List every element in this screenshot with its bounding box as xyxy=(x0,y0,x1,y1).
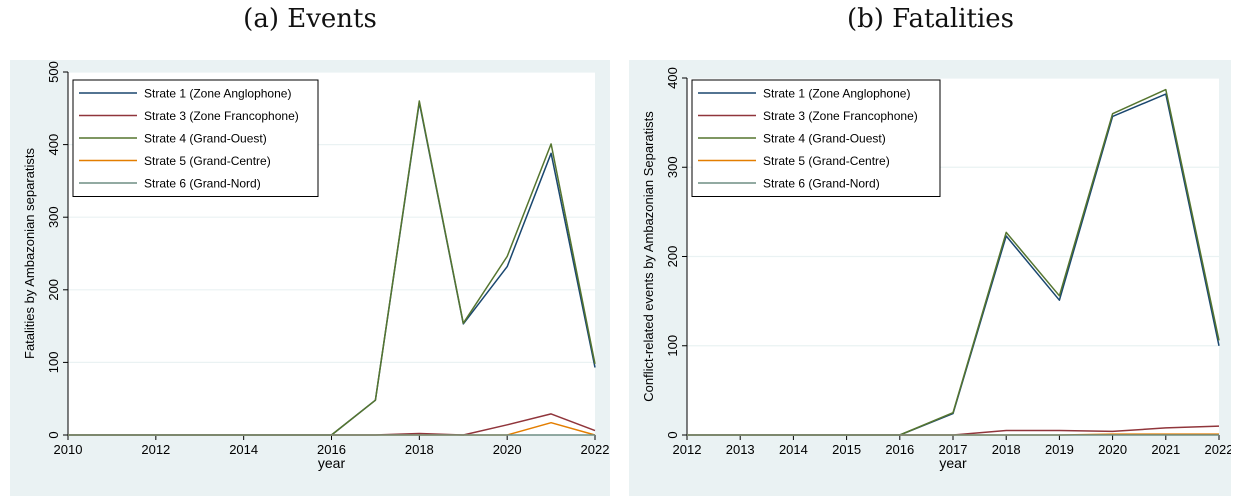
events-x-tick-label: 2012 xyxy=(141,442,170,457)
events-x-tick-label: 2010 xyxy=(54,442,83,457)
fatalities-y-tick-label: 0 xyxy=(665,431,680,438)
chart-b-caption: (b) Fatalities xyxy=(846,4,1015,34)
fatalities-x-tick-label: 2014 xyxy=(779,442,808,457)
fatalities-x-axis-title: year xyxy=(939,455,967,471)
events-chart: 0 100 200 300 400 500 2010 2012 2014 2016 2018 2020… xyxy=(10,60,610,496)
fatalities-y-tick-label: 200 xyxy=(665,246,680,268)
fatalities-legend-label-strate-5-grand-centre: Strate 5 (Grand-Centre) xyxy=(763,154,890,168)
fatalities-y-tick-label: 100 xyxy=(665,335,680,357)
events-x-tick-label: 2016 xyxy=(317,442,346,457)
fatalities-legend: Strate 1 (Zone Anglophone) Strate 3 (Zone… xyxy=(691,79,941,197)
fatalities-x-tick-label: 2018 xyxy=(992,442,1021,457)
chart-a-caption: (a) Events xyxy=(243,4,377,34)
events-legend: Strate 1 (Zone Anglophone) Strate 3 (Zone… xyxy=(72,79,319,197)
fatalities-x-tick-label: 2019 xyxy=(1045,442,1074,457)
fatalities-x-tick-label: 2013 xyxy=(726,442,755,457)
events-legend-label-strate-4-grand-ouest: Strate 4 (Grand-Ouest) xyxy=(144,132,267,146)
fatalities-x-tick-label: 2016 xyxy=(885,442,914,457)
fatalities-legend-label-strate-6-grand-nord: Strate 6 (Grand-Nord) xyxy=(763,177,880,191)
fatalities-legend-label-strate-1-zone-anglophone: Strate 1 (Zone Anglophone) xyxy=(763,87,910,101)
fatalities-y-tick-label: 300 xyxy=(665,156,680,178)
events-x-tick-label: 2022 xyxy=(581,442,610,457)
events-x-tick-label: 2018 xyxy=(405,442,434,457)
fatalities-y-axis-title: Conflict-related events by Ambazonian Se… xyxy=(641,111,656,402)
events-y-axis-title: Fatalities by Ambazonian separatists xyxy=(22,148,37,359)
events-y-tick-label: 100 xyxy=(46,352,61,374)
events-y-tick-label: 0 xyxy=(46,431,61,438)
fatalities-x-tick-label: 2015 xyxy=(832,442,861,457)
events-y-tick-label: 300 xyxy=(46,206,61,228)
events-legend-label-strate-5-grand-centre: Strate 5 (Grand-Centre) xyxy=(144,154,271,168)
events-legend-label-strate-1-zone-anglophone: Strate 1 (Zone Anglophone) xyxy=(144,87,291,101)
events-x-axis-title: year xyxy=(318,455,346,471)
fatalities-x-tick-label: 2022 xyxy=(1205,442,1231,457)
fatalities-x-tick-label: 2020 xyxy=(1098,442,1127,457)
fatalities-chart: 0 100 200 300 400 2012 2013 2014 2015 2016 2017 201… xyxy=(629,60,1231,496)
events-x-tick-label: 2020 xyxy=(493,442,522,457)
fatalities-x-tick-label: 2017 xyxy=(939,442,968,457)
events-y-tick-label: 400 xyxy=(46,134,61,156)
events-legend-label-strate-3-zone-francophone: Strate 3 (Zone Francophone) xyxy=(144,109,299,123)
fatalities-x-tick-label: 2012 xyxy=(673,442,702,457)
events-legend-label-strate-6-grand-nord: Strate 6 (Grand-Nord) xyxy=(144,177,261,191)
events-x-tick-label: 2014 xyxy=(229,442,258,457)
fatalities-y-tick-label: 400 xyxy=(665,67,680,89)
fatalities-legend-label-strate-3-zone-francophone: Strate 3 (Zone Francophone) xyxy=(763,109,918,123)
fatalities-legend-label-strate-4-grand-ouest: Strate 4 (Grand-Ouest) xyxy=(763,132,886,146)
events-y-tick-label: 200 xyxy=(46,279,61,301)
fatalities-x-tick-label: 2021 xyxy=(1151,442,1180,457)
events-y-tick-label: 500 xyxy=(46,61,61,83)
